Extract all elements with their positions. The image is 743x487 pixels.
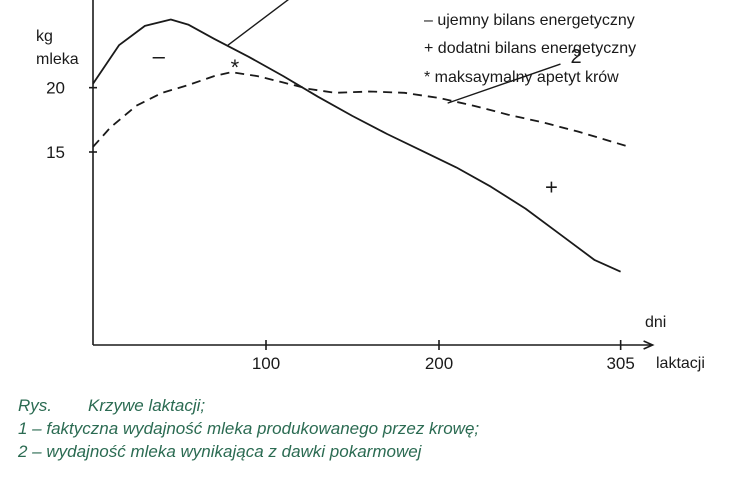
figure-caption: Rys. Krzywe laktacji; 1 – faktyczna wydaj…: [18, 394, 479, 463]
chart-series: [92, 18, 630, 273]
legend-entry-max-appetite: * maksaymalny apetyt krów: [424, 69, 619, 86]
chart-annotations: 12–*+: [153, 0, 582, 200]
annotation-minus: –: [153, 44, 166, 69]
lactation-chart: 152030100200305 12–*+ kg mleka dni lakta…: [36, 0, 705, 373]
x-tick-label-100: 100: [252, 354, 280, 373]
chart-axes: [92, 0, 655, 350]
chart-ticks: 152030100200305: [46, 79, 635, 373]
caption-title: Krzywe laktacji;: [88, 396, 206, 415]
annotation-plus: +: [545, 175, 558, 200]
x-tick-label-200: 200: [425, 354, 453, 373]
annotation-asterisk: *: [231, 55, 240, 80]
caption-line-2: 2 – wydajność mleka wynikająca z dawki p…: [18, 442, 422, 461]
chart-legend: – ujemny bilans energetyczny + dodatni b…: [424, 12, 636, 86]
y-axis-title-line2: mleka: [36, 51, 79, 68]
caption-title-line: Rys. Krzywe laktacji;: [18, 394, 479, 417]
x-axis-arrow: [643, 340, 655, 350]
legend-entry-positive-balance: + dodatni bilans energetyczny: [424, 40, 636, 57]
series-line-2: [92, 71, 630, 148]
legend-entry-negative-balance: – ujemny bilans energetyczny: [424, 12, 635, 29]
x-tick-label-305: 305: [606, 354, 634, 373]
caption-prefix: Rys.: [18, 396, 52, 415]
y-axis-title-line1: kg: [36, 28, 53, 45]
x-axis-title-line2: laktacji: [656, 355, 705, 372]
y-tick-label-20: 20: [46, 79, 65, 98]
x-axis-title-line1: dni: [645, 314, 666, 331]
series-callout-leader-1: [227, 0, 289, 46]
caption-line-1: 1 – faktyczna wydajność mleka produkowan…: [18, 419, 480, 438]
series-callout-leader-2: [447, 63, 561, 104]
series-callout-label-2: 2: [570, 46, 581, 68]
series-line-1: [92, 18, 621, 273]
y-tick-label-15: 15: [46, 143, 65, 162]
